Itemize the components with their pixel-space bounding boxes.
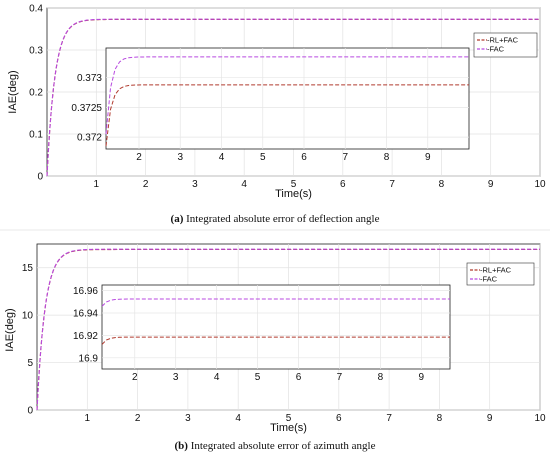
- legend: -RL+FAC-FAC: [466, 262, 535, 286]
- inset-area: [101, 284, 451, 370]
- x-tick-label: 6: [340, 179, 346, 190]
- x-tick-label: 4: [235, 413, 241, 424]
- y-tick-label: 0: [37, 172, 43, 183]
- x-tick-label: 5: [286, 413, 292, 424]
- x-tick-label: 1: [94, 179, 100, 190]
- y-axis-label: IAE(deg): [4, 308, 16, 351]
- x-tick-label: 10: [534, 179, 546, 190]
- inset-series-line-1: [101, 336, 450, 345]
- inset-zoom: 2 3 4 5 6 7 8 9 16.9 16.92 16.94 16.96: [73, 284, 451, 383]
- inset-x-tick-label: 7: [337, 372, 343, 383]
- inset-x-tick-label: 9: [419, 372, 425, 383]
- inset-x-tick-label: 3: [173, 372, 179, 383]
- chart-panel-2: 1 2 3 4 5 6 7 8 9 10 0 5 10 15 Time(s) IAE(deg) 2 3 4 5 6 7 8 9…: [4, 243, 546, 452]
- y-tick-label: 5: [27, 358, 33, 369]
- figure-caption: (a) Integrated absolute error of deflect…: [171, 213, 380, 225]
- legend: -RL+FAC-FAC: [473, 32, 538, 58]
- x-tick-label: 2: [135, 413, 141, 424]
- x-tick-label: 1: [85, 413, 91, 424]
- x-tick-label: 2: [143, 179, 149, 190]
- caption-text: Integrated absolute error of deflection …: [183, 213, 379, 225]
- x-tick-label: 3: [185, 413, 191, 424]
- inset-y-tick-label: 16.96: [73, 286, 98, 297]
- series-line-2: [36, 248, 540, 411]
- y-axis-label: IAE(deg): [7, 70, 19, 113]
- x-tick-label: 6: [336, 413, 342, 424]
- inset-x-tick-label: 3: [177, 152, 183, 163]
- inset-x-tick-label: 8: [378, 372, 384, 383]
- x-tick-label: 4: [241, 179, 247, 190]
- x-tick-label: 9: [488, 179, 494, 190]
- x-tick-label: 5: [291, 179, 297, 190]
- caption-tag: (a): [171, 213, 184, 225]
- inset-series-line-1: [105, 84, 469, 147]
- inset-y-tick-label: 16.92: [73, 331, 98, 342]
- legend-label-1: -RL+FAC: [487, 36, 519, 45]
- figure-caption: (b) Integrated absolute error of azimuth…: [175, 440, 376, 452]
- series-line-2: [46, 18, 540, 177]
- inset-x-tick-label: 5: [260, 152, 266, 163]
- inset-x-tick-label: 6: [301, 152, 307, 163]
- x-tick-label: 8: [437, 413, 443, 424]
- inset-x-tick-label: 4: [219, 152, 225, 163]
- y-tick-label: 10: [22, 311, 34, 322]
- legend-box: [473, 32, 538, 58]
- inset-x-tick-label: 7: [342, 152, 348, 163]
- inset-y-tick-label: 0.3725: [71, 103, 102, 114]
- y-tick-label: 15: [22, 263, 34, 274]
- x-tick-label: 9: [487, 413, 493, 424]
- inset-area: [105, 47, 470, 150]
- legend-label-2: -FAC: [487, 45, 505, 54]
- y-tick-label: 0.2: [29, 88, 43, 99]
- inset-y-tick-label: 0.372: [77, 133, 102, 144]
- inset-series-line-2: [101, 298, 450, 307]
- inset-x-tick-label: 2: [136, 152, 142, 163]
- inset-x-tick-label: 4: [214, 372, 220, 383]
- y-tick-label: 0: [27, 406, 33, 417]
- legend-label-2: -FAC: [480, 275, 498, 284]
- caption-text: Integrated absolute error of azimuth ang…: [188, 440, 376, 452]
- inset-x-tick-label: 2: [132, 372, 138, 383]
- y-tick-label: 0.1: [29, 130, 43, 141]
- inset-series-line-2: [105, 56, 469, 135]
- x-tick-label: 10: [534, 413, 546, 424]
- x-tick-label: 3: [192, 179, 198, 190]
- inset-x-tick-label: 9: [425, 152, 431, 163]
- inset-y-tick-label: 16.9: [79, 353, 99, 364]
- inset-y-tick-label: 16.94: [73, 309, 98, 320]
- inset-zoom: 2 3 4 5 6 7 8 9 0.372 0.3725 0.373: [71, 47, 470, 163]
- legend-box: [466, 262, 535, 286]
- y-tick-label: 0.4: [29, 4, 43, 15]
- x-axis-label: Time(s): [275, 188, 312, 200]
- chart-panel-1: 1 2 3 4 5 6 7 8 9 10 0 0.1 0.2 0.3 0.4 Time(s) IAE(deg) 2…: [7, 4, 546, 226]
- x-axis-label: Time(s): [270, 422, 307, 434]
- x-tick-label: 8: [439, 179, 445, 190]
- y-tick-label: 0.3: [29, 46, 43, 57]
- x-tick-label: 7: [386, 413, 392, 424]
- inset-y-tick-label: 0.373: [77, 73, 102, 84]
- inset-x-tick-label: 5: [255, 372, 261, 383]
- x-tick-label: 7: [389, 179, 395, 190]
- inset-x-tick-label: 6: [296, 372, 302, 383]
- inset-x-tick-label: 8: [384, 152, 390, 163]
- caption-tag: (b): [175, 440, 189, 452]
- legend-label-1: -RL+FAC: [480, 266, 512, 275]
